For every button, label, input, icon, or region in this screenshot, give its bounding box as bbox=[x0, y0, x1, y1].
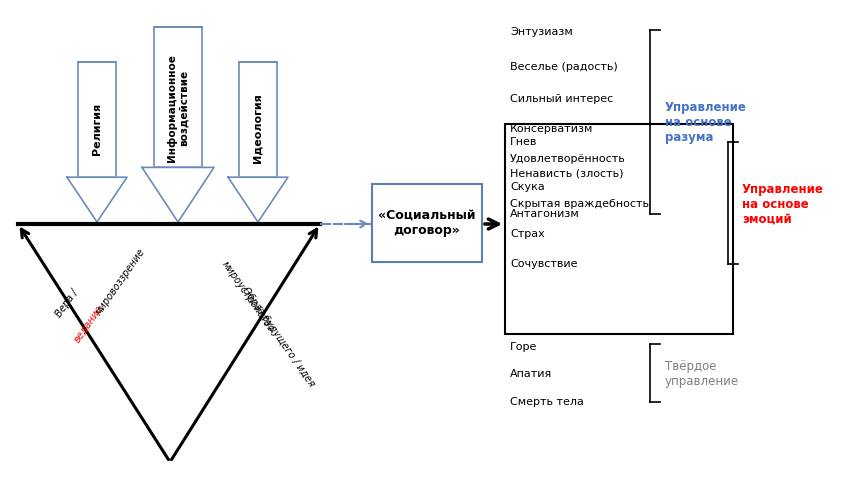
Text: мировоззрение: мировоззрение bbox=[93, 247, 147, 317]
Text: Сочувствие: Сочувствие bbox=[510, 259, 577, 269]
Text: Страх: Страх bbox=[510, 229, 545, 239]
Polygon shape bbox=[228, 177, 288, 222]
Text: Управление
на основе
эмоций: Управление на основе эмоций bbox=[742, 183, 824, 226]
Text: Смерть тела: Смерть тела bbox=[510, 397, 584, 407]
FancyBboxPatch shape bbox=[372, 184, 482, 262]
Polygon shape bbox=[142, 167, 214, 222]
Text: Скука: Скука bbox=[510, 182, 545, 192]
Text: Консерватизм: Консерватизм bbox=[510, 124, 593, 134]
Text: ведание: ведание bbox=[71, 303, 104, 345]
Polygon shape bbox=[67, 177, 127, 222]
Text: Вера /: Вера / bbox=[54, 285, 82, 319]
Text: Информационное
воздействие: Информационное воздействие bbox=[167, 54, 188, 162]
FancyBboxPatch shape bbox=[154, 27, 202, 167]
FancyBboxPatch shape bbox=[239, 62, 277, 177]
Text: Апатия: Апатия bbox=[510, 369, 552, 379]
Text: Антагонизм: Антагонизм bbox=[510, 209, 580, 219]
Text: Ненависть (злость): Ненависть (злость) bbox=[510, 169, 623, 179]
Text: Удовлетворённость: Удовлетворённость bbox=[510, 154, 626, 164]
Text: «Социальный
договор»: «Социальный договор» bbox=[379, 209, 475, 237]
Text: Управление
на основе
разума: Управление на основе разума bbox=[665, 101, 747, 144]
FancyBboxPatch shape bbox=[505, 124, 733, 334]
Text: Твёрдое
управление: Твёрдое управление bbox=[665, 360, 739, 388]
Text: Горе: Горе bbox=[510, 342, 537, 352]
Text: Гнев: Гнев bbox=[510, 137, 537, 147]
FancyBboxPatch shape bbox=[78, 62, 116, 177]
Text: Энтузиазм: Энтузиазм bbox=[510, 27, 573, 37]
Text: мироустройство: мироустройство bbox=[220, 260, 276, 335]
Text: Сильный интерес: Сильный интерес bbox=[510, 94, 613, 104]
Text: Идеология: Идеология bbox=[253, 94, 263, 163]
Text: Веселье (радость): Веселье (радость) bbox=[510, 62, 618, 72]
Text: Скрытая враждебность: Скрытая враждебность bbox=[510, 199, 649, 209]
Text: Образ будущего / идея: Образ будущего / идея bbox=[239, 285, 317, 388]
Text: Религия: Религия bbox=[92, 103, 102, 155]
